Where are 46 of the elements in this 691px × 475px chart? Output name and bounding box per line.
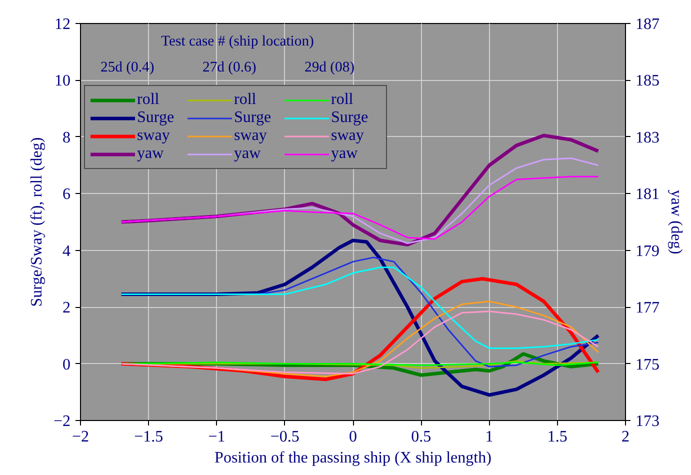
- x-tick-label: −0.5: [270, 428, 300, 446]
- y-tick-label: 12: [54, 16, 70, 33]
- legend-label: sway: [137, 127, 171, 145]
- y2-tick-label: 177: [636, 300, 660, 317]
- legend-title: Test case # (ship location): [161, 34, 314, 50]
- legend-label: Surge: [331, 109, 370, 127]
- y2-tick-label: 183: [636, 129, 660, 146]
- x-tick-label: 2: [622, 428, 630, 446]
- line-series: [120, 266, 599, 349]
- annotation: 29d (08): [304, 60, 355, 76]
- y-axis-title: Surge/Sway (ft), roll (deg): [28, 137, 46, 307]
- legend-label: roll: [234, 91, 258, 109]
- x-tick-label: 0.5: [411, 428, 432, 446]
- x-tick-label: 1.5: [547, 428, 568, 446]
- legend-label: sway: [331, 127, 365, 145]
- legend-label: Surge: [234, 109, 272, 127]
- y-tick-label: 2: [62, 300, 70, 317]
- x-tick-label: 0: [349, 428, 357, 446]
- y2-tick-label: 181: [636, 186, 660, 204]
- annotation: 25d (0.4): [100, 60, 154, 76]
- x-axis-title: Position of the passing ship (X ship length): [214, 450, 492, 466]
- y-tick-label: 8: [62, 129, 70, 146]
- legend-label: yaw: [137, 145, 165, 163]
- y2-tick-label: 187: [636, 16, 660, 33]
- legend-label: sway: [234, 127, 268, 145]
- legend-label: Surge: [137, 109, 176, 127]
- legend-label: roll: [331, 91, 354, 109]
- line-series: [120, 176, 599, 240]
- legend-label: yaw: [234, 145, 262, 163]
- y2-tick-label: 175: [636, 356, 660, 374]
- y-tick-label: 6: [62, 186, 70, 204]
- y-tick-label: 10: [54, 72, 70, 90]
- line-series: [120, 310, 599, 374]
- y-tick-label: 0: [62, 356, 70, 374]
- y-tick-label: 4: [62, 242, 70, 260]
- y2-tick-label: 179: [636, 242, 660, 260]
- y-tick-label: −2: [53, 413, 71, 430]
- legend-label: roll: [137, 91, 160, 109]
- y2-tick-label: 173: [636, 413, 660, 430]
- annotation: 27d (0.6): [202, 60, 256, 76]
- x-tick-label: 1: [485, 428, 494, 446]
- y2-axis-title: yaw (deg): [668, 190, 684, 254]
- y2-tick-label: 185: [636, 72, 660, 90]
- x-tick-label: −1.5: [134, 428, 164, 446]
- legend-label: yaw: [331, 145, 359, 163]
- x-tick-label: −1: [208, 428, 226, 446]
